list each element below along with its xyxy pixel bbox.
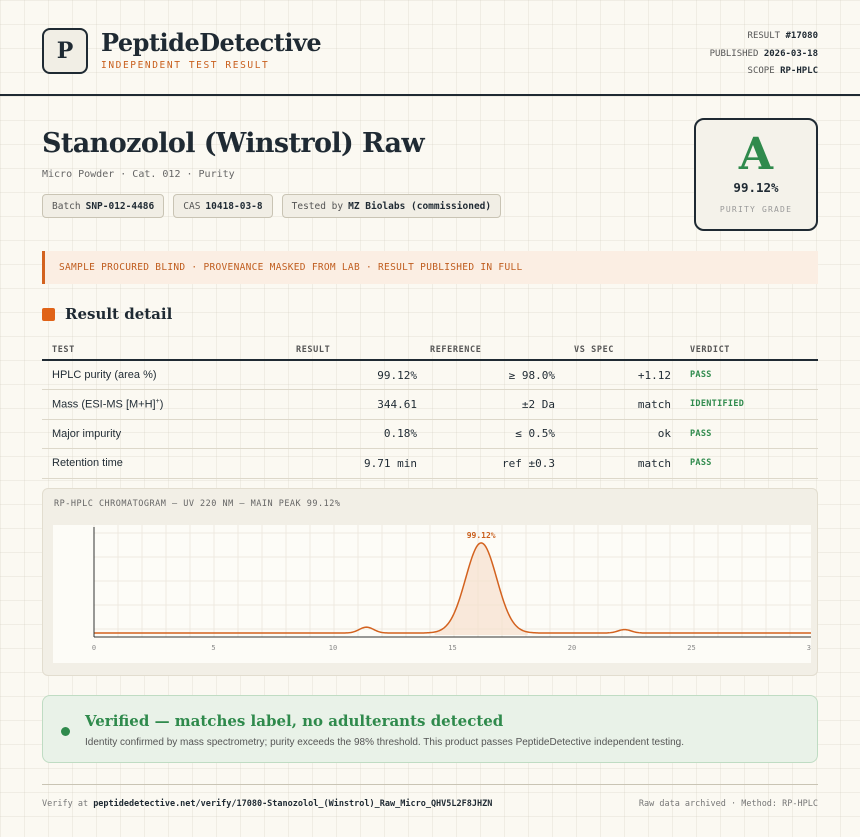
chromatogram-chart: 0 5 10 15 20 25 30 99.12% [53, 525, 811, 663]
col-verdict: VERDICT [671, 340, 818, 361]
table-header-row: TEST RESULT REFERENCE VS SPEC VERDICT [42, 340, 818, 361]
batch-chip: Batch SNP-012-4486 [42, 194, 165, 218]
x-tick-label: 20 [568, 644, 576, 652]
purity-grade-card: A 99.12% PURITY GRADE [694, 118, 818, 231]
section-title: Result detail [65, 305, 173, 323]
col-reference: REFERENCE [417, 340, 555, 361]
test-reference: ≤ 0.5% [417, 419, 555, 449]
procurement-banner: SAMPLE PROCURED BLIND · PROVENANCE MASKE… [42, 251, 818, 284]
test-name: HPLC purity (area %) [42, 360, 287, 390]
test-reference: ref ±0.3 [417, 448, 555, 479]
test-vs-spec: ok [555, 419, 671, 449]
test-result: 9.71 min [287, 448, 417, 479]
chart-plot-background [53, 525, 811, 663]
test-result: 99.12% [287, 360, 417, 390]
x-tick-label: 0 [92, 644, 96, 652]
brand-name: PeptideDetective [101, 28, 322, 57]
col-test: TEST [42, 340, 287, 361]
archive-note: Raw data archived · Method: RP-HPLC [638, 799, 818, 809]
results-table: TEST RESULT REFERENCE VS SPEC VERDICT HP… [42, 340, 818, 479]
test-name: Mass (ESI-MS [M+H]+) [42, 389, 287, 420]
col-result: RESULT [287, 340, 417, 361]
test-verdict: PASS [671, 360, 818, 390]
test-verdict: PASS [671, 419, 818, 449]
chromatogram-panel: RP-HPLC CHROMATOGRAM — UV 220 NM — MAIN … [42, 488, 818, 676]
test-verdict: IDENTIFIED [671, 389, 818, 420]
grade-label: PURITY GRADE [719, 205, 793, 214]
result-detail-heading: Result detail [42, 305, 172, 323]
section-marker-icon [42, 307, 55, 321]
test-verdict: PASS [671, 448, 818, 479]
footer-divider [42, 784, 818, 785]
verdict-text: Identity confirmed by mass spectrometry;… [85, 737, 685, 748]
report-header: P PeptideDetective INDEPENDENT TEST RESU… [0, 0, 860, 96]
test-reference: ≥ 98.0% [417, 360, 555, 390]
table-row: HPLC purity (area %) 99.12% ≥ 98.0% +1.1… [42, 360, 818, 390]
meta-result: RESULT #17080 [747, 31, 818, 41]
table-row: Major impurity 0.18% ≤ 0.5% ok PASS [42, 419, 818, 449]
x-tick-label: 30 [807, 644, 811, 652]
product-subtitle: Micro Powder · Cat. 012 · Purity [42, 169, 235, 180]
verified-dot-icon [61, 727, 70, 736]
report-meta: RESULT #17080 PUBLISHED 2026-03-18 SCOPE… [710, 28, 818, 81]
grade-percent: 99.12% [733, 180, 779, 195]
verify-note: Verify at peptidedetective.net/verify/17… [42, 799, 493, 809]
x-tick-label: 5 [211, 644, 215, 652]
grade-letter: A [738, 129, 774, 180]
x-tick-label: 25 [687, 644, 695, 652]
x-tick-label: 10 [329, 644, 337, 652]
verdict-card: Verified — matches label, no adulterants… [42, 695, 818, 763]
meta-scope: SCOPE RP-HPLC [747, 66, 818, 76]
test-result: 0.18% [287, 419, 417, 449]
meta-published: PUBLISHED 2026-03-18 [709, 48, 818, 59]
product-title: Stanozolol (Winstrol) Raw [42, 128, 425, 159]
test-vs-spec: match [555, 448, 671, 479]
brand-logo: P [42, 28, 88, 74]
chromatogram-trace [94, 542, 811, 634]
test-name: Major impurity [42, 419, 287, 449]
table-row: Mass (ESI-MS [M+H]+) 344.61 ±2 Da match … [42, 389, 818, 420]
cas-chip: CAS 10418-03-8 [173, 194, 273, 218]
test-name: Retention time [42, 448, 287, 479]
verify-link[interactable]: peptidedetective.net/verify/17080-Stanoz… [93, 799, 493, 809]
chart-title: RP-HPLC CHROMATOGRAM — UV 220 NM — MAIN … [54, 499, 341, 509]
verdict-title: Verified — matches label, no adulterants… [85, 712, 504, 730]
product-chips: Batch SNP-012-4486 CAS 10418-03-8 Tested b… [42, 194, 502, 218]
x-tick-label: 15 [448, 644, 456, 652]
test-reference: ±2 Da [417, 389, 555, 420]
brand-tagline: INDEPENDENT TEST RESULT [101, 60, 270, 71]
table-row: Retention time 9.71 min ref ±0.3 match P… [42, 448, 818, 479]
test-vs-spec: match [555, 389, 671, 420]
col-vs-spec: VS SPEC [555, 340, 671, 361]
peak-area [434, 542, 528, 635]
test-vs-spec: +1.12 [555, 360, 671, 390]
test-result: 344.61 [287, 389, 417, 420]
peak-label: 99.12% [467, 531, 496, 540]
tested-by-chip: Tested by MZ Biolabs (commissioned) [281, 194, 502, 218]
